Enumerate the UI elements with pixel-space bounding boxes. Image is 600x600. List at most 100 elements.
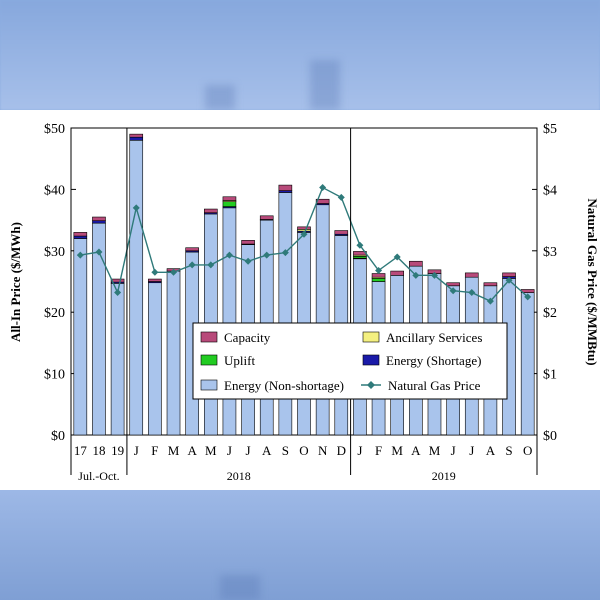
bar-segment-capacity — [390, 270, 405, 276]
bar-segment-capacity — [259, 215, 274, 220]
gas-price-marker — [319, 184, 327, 192]
left-axis-tick-label: $10 — [44, 368, 65, 383]
gas-price-marker — [393, 253, 401, 261]
gas-price-marker — [337, 193, 345, 201]
gas-price-marker — [76, 251, 84, 259]
legend-item-uplift: Uplift — [200, 353, 255, 368]
gas-price-marker — [505, 276, 513, 284]
x-category-label: 19 — [111, 443, 124, 458]
chart-card: $0 $10 $20 $30 $40 $50 $0 $1 $2 $3 $4 $5 17 18 19 J F M… — [0, 110, 600, 490]
x-category-label: S — [505, 443, 512, 458]
x-category-label: A — [411, 443, 421, 458]
left-axis-tick-label: $30 — [44, 245, 65, 260]
x-category-label: J — [134, 443, 139, 458]
gas-price-marker — [356, 241, 364, 249]
legend-item-energy-non-shortage: Energy (Non-shortage) — [200, 378, 344, 393]
x-group-label: Jul.-Oct. — [78, 469, 119, 483]
bar-segment-energy-non-shortage — [110, 283, 125, 436]
x-category-label: F — [375, 443, 382, 458]
background-blur-bottom — [0, 490, 600, 600]
legend-label-energy-non-shortage: Energy (Non-shortage) — [224, 378, 344, 393]
gas-price-marker — [430, 271, 438, 279]
x-category-label: J — [246, 443, 251, 458]
bar-segment-capacity — [464, 272, 479, 278]
bar-segment-capacity — [73, 232, 88, 237]
x-category-label: F — [151, 443, 158, 458]
gas-price-marker — [263, 251, 271, 259]
background-ghost-bar — [310, 60, 340, 110]
x-category-label: J — [469, 443, 474, 458]
bar-segment-capacity — [315, 198, 330, 204]
bar-segment-energy-non-shortage — [520, 292, 535, 436]
x-category-label: M — [391, 443, 403, 458]
bar-segment-capacity — [110, 278, 125, 283]
gas-price-marker — [281, 249, 289, 257]
x-category-label: J — [357, 443, 362, 458]
gas-price-marker — [412, 271, 420, 279]
x-category-label: S — [282, 443, 289, 458]
x-category-label: N — [318, 443, 328, 458]
legend-label-uplift: Uplift — [224, 353, 255, 368]
bar-segment-energy-non-shortage — [315, 204, 330, 436]
bar-segment-energy-non-shortage — [222, 207, 237, 436]
legend-swatch-energy-shortage — [362, 354, 380, 366]
gas-price-line-group — [76, 184, 532, 305]
background-blur-top — [0, 0, 600, 110]
legend-swatch-ancillary-services — [362, 331, 380, 343]
legend-item-energy-shortage: Energy (Shortage) — [362, 353, 481, 368]
bar-segment-capacity — [185, 247, 199, 252]
bar-segment-capacity — [148, 278, 162, 282]
chart-svg: $0$10$20$30$40$50 $0$1$2$3$4$5 17 18 19 J F M… — [8, 122, 600, 483]
left-axis-tick-label: $50 — [44, 122, 65, 137]
legend-swatch-capacity — [200, 331, 218, 343]
bar-segment-capacity — [204, 208, 218, 214]
x-category-label: A — [486, 443, 496, 458]
gas-price-marker — [468, 289, 476, 297]
left-axis-tick-label: $40 — [44, 183, 65, 198]
legend-label-capacity: Capacity — [224, 330, 271, 345]
gas-price-marker — [95, 248, 103, 256]
background-ghost-bar — [205, 85, 235, 110]
bar-segment-energy-non-shortage — [148, 282, 162, 436]
bar-segment-uplift — [371, 278, 386, 282]
right-axis-tick-label: $3 — [543, 245, 557, 260]
legend-item-natural-gas-price: Natural Gas Price — [361, 378, 481, 393]
left-axis-tick-label: $0 — [51, 429, 65, 444]
gas-price-marker — [486, 297, 494, 305]
x-category-label: J — [227, 443, 232, 458]
gas-price-marker — [170, 268, 178, 276]
bar-segment-capacity — [446, 282, 460, 287]
right-axis-title: Natural Gas Price ($/MMBtu) — [585, 198, 600, 365]
right-axis-tick-label: $4 — [543, 183, 557, 198]
background-ghost-bar — [220, 575, 260, 600]
legend-item-capacity: Capacity — [200, 330, 271, 345]
gas-price-marker — [375, 266, 383, 274]
legend-label-natural-gas-price: Natural Gas Price — [388, 378, 481, 393]
bar-segment-energy-non-shortage — [166, 270, 181, 436]
bar-segment-capacity — [278, 184, 293, 191]
bar-segment-energy-shortage — [92, 220, 106, 224]
bar-segment-capacity — [334, 230, 349, 235]
bar-segment-capacity — [241, 240, 255, 245]
gas-price-marker — [151, 268, 159, 276]
x-group-label: 2018 — [227, 469, 251, 483]
x-category-label: M — [429, 443, 441, 458]
bar-segment-energy-shortage — [73, 235, 88, 239]
left-axis-title: All-In Price ($/MWh) — [8, 222, 23, 342]
legend: Capacity Ancillary Services Uplift Energ… — [192, 322, 508, 400]
left-axis: $0 $10 $20 $30 $40 $50 — [44, 122, 76, 444]
x-category-label: J — [451, 443, 456, 458]
gas-price-marker — [244, 257, 252, 265]
bar-segment-energy-shortage — [129, 136, 144, 141]
legend-box — [192, 322, 508, 400]
x-category-label: O — [299, 443, 308, 458]
legend-swatch-uplift — [200, 354, 218, 366]
bar-segment-capacity — [483, 282, 498, 287]
gas-price-marker — [449, 287, 457, 295]
bar-segment-energy-non-shortage — [73, 238, 88, 436]
x-category-label: A — [187, 443, 197, 458]
bar-segment-capacity — [502, 272, 516, 277]
bar-segment-capacity — [129, 133, 144, 138]
bar-segment-capacity — [409, 260, 423, 267]
